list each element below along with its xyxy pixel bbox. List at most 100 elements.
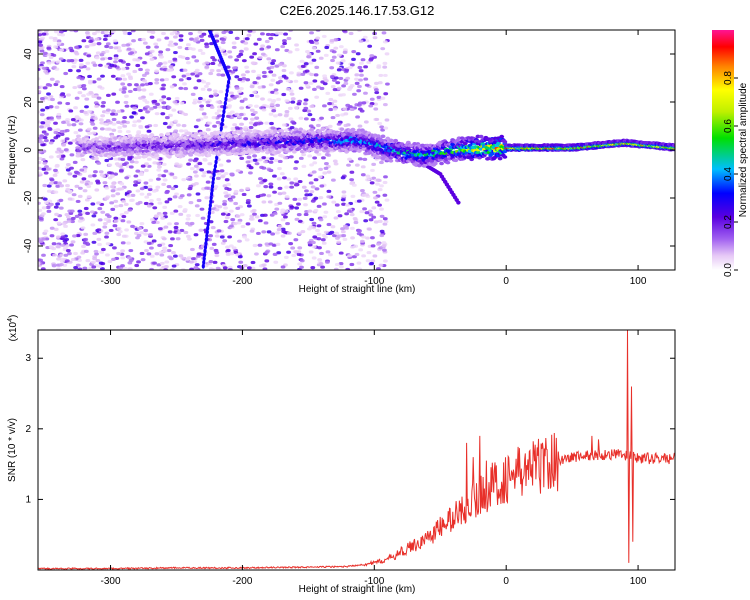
noise-cell [379, 125, 385, 129]
noise-cell [294, 160, 299, 164]
noise-cell [235, 206, 241, 211]
noise-cell [171, 250, 176, 255]
noise-cell [269, 102, 275, 107]
noise-cell [124, 104, 130, 108]
noise-cell [142, 98, 148, 102]
noise-cell [212, 58, 217, 62]
noise-cell [172, 195, 178, 199]
noise-cell [254, 252, 259, 256]
noise-cell [249, 93, 255, 98]
noise-cell [80, 157, 86, 162]
streak-cell [219, 125, 223, 131]
noise-cell [188, 32, 193, 36]
noise-cell [250, 260, 256, 265]
noise-cell [288, 155, 294, 159]
noise-cell [243, 41, 249, 45]
noise-cell [325, 260, 330, 264]
noise-cell [335, 113, 340, 118]
noise-cell [39, 113, 45, 117]
noise-cell [38, 261, 41, 266]
carrier-cell [106, 144, 112, 148]
noise-cell [248, 125, 254, 130]
noise-cell [113, 204, 119, 208]
noise-cell [290, 246, 296, 250]
noise-cell [263, 221, 269, 225]
noise-cell [367, 176, 372, 181]
noise-cell [81, 177, 87, 181]
noise-cell [315, 228, 320, 233]
noise-cell [182, 68, 188, 72]
noise-cell [38, 110, 41, 114]
noise-cell [100, 74, 105, 78]
noise-cell [241, 73, 246, 77]
noise-cell [327, 102, 332, 106]
noise-cell [208, 94, 214, 98]
noise-cell [163, 225, 169, 229]
noise-cell [140, 116, 145, 120]
noise-cell [268, 182, 274, 186]
noise-cell [95, 179, 100, 183]
noise-cell [156, 177, 161, 181]
noise-cell [78, 122, 84, 126]
noise-cell [190, 247, 195, 252]
noise-cell [297, 179, 303, 184]
noise-cell [43, 69, 49, 74]
noise-cell [311, 170, 317, 174]
noise-cell [368, 213, 374, 217]
noise-cell [40, 267, 46, 270]
noise-cell [99, 127, 105, 131]
noise-cell [274, 48, 280, 52]
noise-cell [314, 41, 320, 45]
noise-cell [350, 194, 356, 198]
noise-cell [41, 212, 46, 216]
noise-cell [193, 86, 199, 90]
noise-cell [355, 52, 361, 56]
noise-cell [90, 223, 96, 227]
noise-cell [351, 49, 357, 54]
noise-cell [110, 30, 116, 34]
noise-cell [269, 65, 275, 69]
noise-cell [382, 61, 388, 65]
noise-cell [309, 72, 315, 77]
noise-cell [357, 157, 363, 161]
noise-cell [292, 197, 298, 201]
noise-cell [162, 121, 168, 126]
carrier-cell [502, 140, 508, 144]
noise-cell [216, 69, 222, 73]
noise-cell [298, 86, 304, 90]
noise-cell [59, 84, 65, 89]
noise-cell [137, 226, 142, 231]
noise-cell [172, 175, 178, 180]
noise-cell [277, 63, 283, 67]
noise-cell [220, 175, 225, 179]
carrier-cell [269, 147, 275, 152]
noise-cell [161, 237, 167, 241]
noise-cell [281, 191, 287, 195]
noise-cell [94, 56, 100, 60]
noise-cell [277, 113, 283, 117]
noise-cell [46, 46, 52, 50]
noise-cell [88, 90, 94, 95]
noise-cell [311, 46, 317, 50]
noise-cell [143, 228, 149, 233]
noise-cell [83, 110, 88, 115]
noise-cell [363, 120, 369, 124]
noise-cell [38, 258, 44, 262]
noise-cell [323, 79, 329, 83]
noise-cell [87, 131, 93, 135]
noise-cell [280, 234, 286, 238]
noise-cell [359, 73, 364, 77]
noise-cell [362, 157, 368, 162]
noise-cell [253, 42, 259, 46]
noise-cell [264, 39, 270, 44]
noise-cell [251, 69, 256, 73]
noise-cell [42, 183, 48, 188]
noise-cell [190, 92, 196, 97]
noise-cell [341, 84, 347, 88]
noise-cell [369, 54, 375, 58]
noise-cell [196, 252, 202, 256]
noise-cell [131, 123, 137, 128]
noise-cell [59, 184, 65, 188]
noise-cell [329, 39, 335, 43]
noise-cell [211, 242, 217, 246]
